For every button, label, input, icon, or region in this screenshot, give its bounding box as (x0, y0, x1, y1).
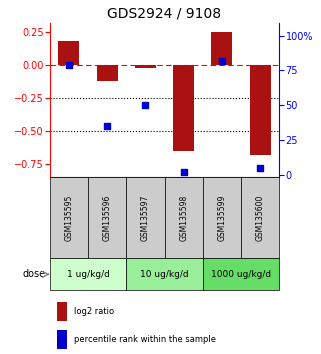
Bar (126, 258, 203, 290)
Text: GSM135597: GSM135597 (141, 194, 150, 241)
Bar (203, 258, 279, 290)
Text: GSM135599: GSM135599 (217, 194, 226, 241)
Text: GSM135595: GSM135595 (65, 194, 74, 241)
Bar (58, 41, 79, 65)
Bar (135, 65, 156, 68)
Bar (203, 177, 241, 258)
Title: GDS2924 / 9108: GDS2924 / 9108 (108, 6, 221, 21)
Bar (56, 302, 67, 321)
Point (105, 123, 110, 129)
Bar (126, 177, 164, 258)
Point (219, 58, 224, 63)
Bar (241, 177, 279, 258)
Bar (173, 65, 194, 151)
Bar (164, 177, 203, 258)
Text: log2 ratio: log2 ratio (74, 307, 114, 316)
Text: GSM135596: GSM135596 (103, 194, 112, 241)
Point (257, 165, 263, 171)
Text: dose: dose (22, 269, 45, 279)
Text: 1000 ug/kg/d: 1000 ug/kg/d (211, 270, 271, 279)
Bar (50, 258, 126, 290)
Point (143, 102, 148, 108)
Text: GSM135600: GSM135600 (256, 194, 265, 241)
Point (66, 62, 72, 68)
Point (181, 169, 186, 175)
Bar (56, 330, 67, 349)
Bar (50, 177, 88, 258)
Bar (250, 65, 271, 155)
Text: percentile rank within the sample: percentile rank within the sample (74, 335, 216, 344)
Bar (211, 32, 232, 65)
Text: GSM135598: GSM135598 (179, 195, 188, 241)
Bar (88, 177, 126, 258)
Bar (97, 65, 118, 81)
Text: 10 ug/kg/d: 10 ug/kg/d (140, 270, 189, 279)
Text: 1 ug/kg/d: 1 ug/kg/d (66, 270, 109, 279)
